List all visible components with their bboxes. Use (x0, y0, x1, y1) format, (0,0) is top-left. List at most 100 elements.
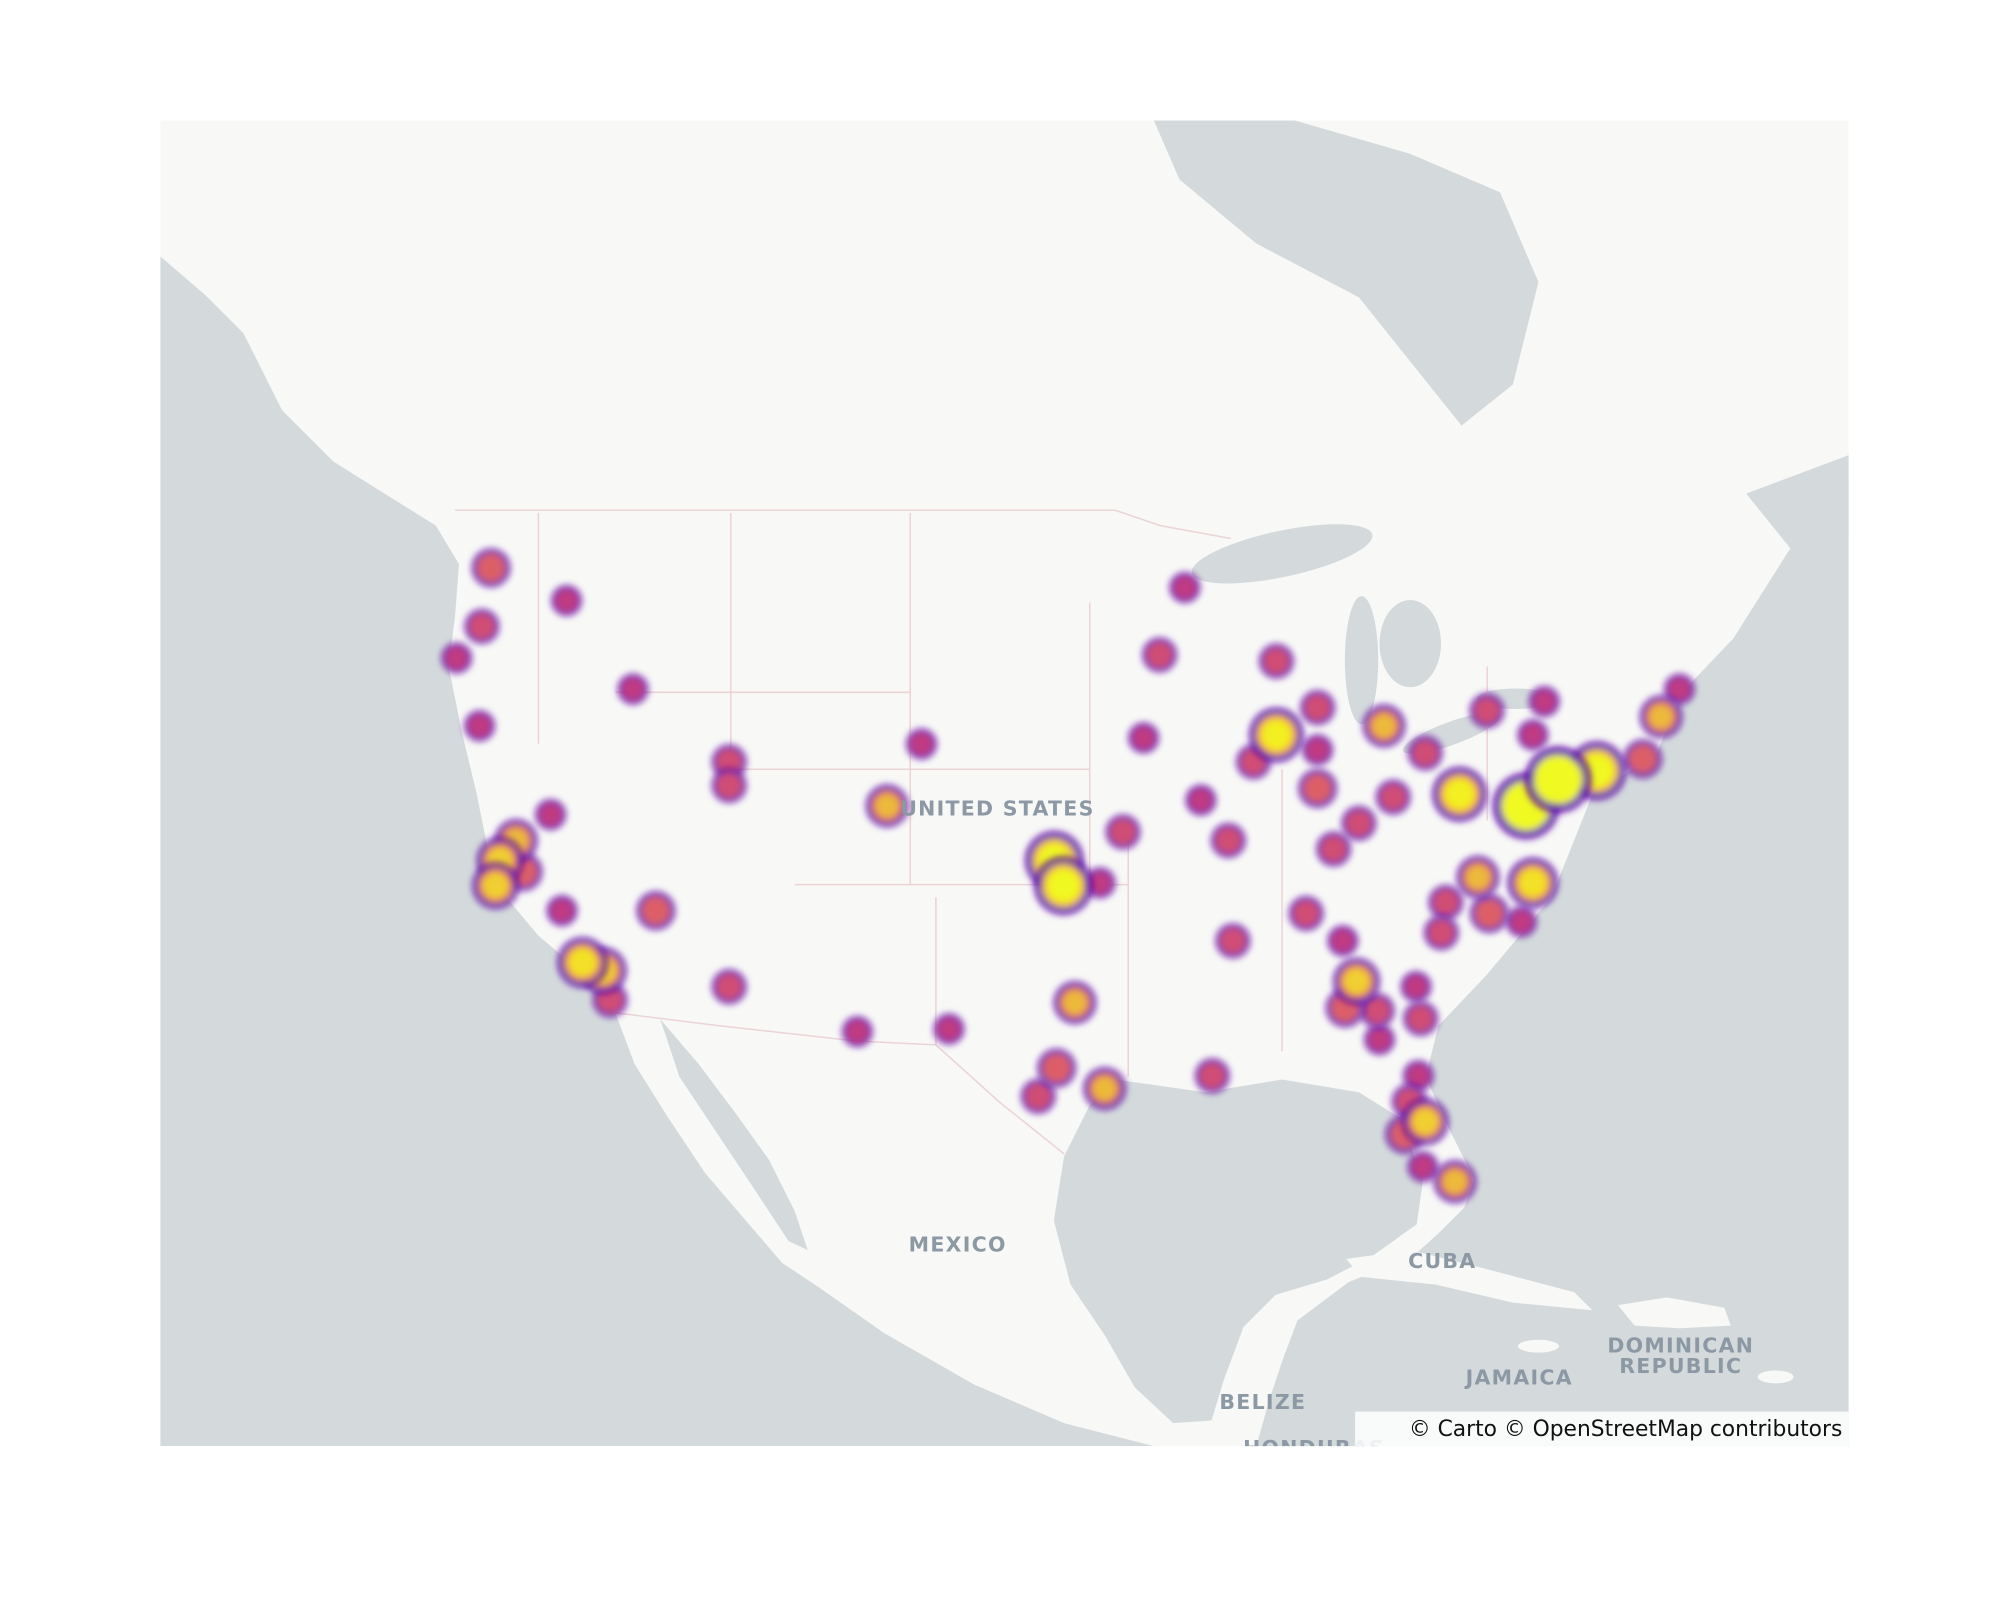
us-canada-border (455, 509, 1231, 540)
lake-huron (1379, 600, 1442, 688)
density-point (1316, 831, 1352, 867)
density-core (1173, 576, 1196, 599)
density-core (937, 1017, 961, 1041)
density-point (1528, 686, 1560, 717)
density-point (1469, 894, 1509, 933)
density-peak (1466, 865, 1490, 890)
density-point (933, 1013, 965, 1045)
density-point (1341, 805, 1377, 841)
density-point (1288, 896, 1324, 931)
country-label: MEXICO (909, 1232, 1007, 1256)
density-core (621, 678, 645, 701)
density-peak (1443, 1169, 1467, 1194)
hudson-bay (1153, 120, 1539, 426)
density-core (477, 553, 505, 582)
density-point (551, 585, 582, 616)
lake-michigan (1344, 596, 1379, 725)
density-point (1327, 925, 1359, 957)
density-point (1403, 1001, 1439, 1036)
density-core (716, 772, 742, 798)
density-point (546, 895, 578, 927)
density-core (550, 899, 574, 922)
density-core (1408, 1005, 1434, 1032)
density-peak (482, 872, 509, 899)
density-peak (1412, 1108, 1439, 1135)
country-label: HONDURAS (1243, 1436, 1385, 1460)
density-core (846, 1020, 869, 1043)
density-core (1305, 695, 1331, 721)
density-core (1533, 690, 1556, 713)
density-core (1428, 920, 1454, 946)
density-point (1456, 855, 1500, 899)
density-core (716, 749, 742, 775)
state-borders (537, 512, 1488, 1077)
density-point (1083, 1067, 1127, 1110)
density-core (1628, 744, 1657, 773)
density-point (441, 642, 473, 674)
density-core (468, 714, 491, 737)
density-core (1368, 1028, 1391, 1051)
density-point (1400, 971, 1432, 1003)
density-point (1364, 1024, 1395, 1055)
hispaniola (1617, 1297, 1731, 1329)
atlantic-ocean (1256, 474, 1849, 1447)
density-point (1053, 981, 1097, 1025)
puerto-rico (1757, 1370, 1794, 1384)
density-point (1469, 693, 1505, 729)
density-point (711, 768, 747, 803)
density-core (1215, 827, 1241, 853)
density-point (1375, 779, 1411, 815)
density-point (1084, 867, 1116, 899)
density-core (1042, 1054, 1071, 1082)
density-point (464, 608, 500, 644)
pacific-ocean (160, 256, 1154, 1447)
density-layer (441, 548, 1695, 1204)
density-peak (1539, 761, 1577, 798)
density-point (1407, 1151, 1439, 1183)
density-core (1346, 810, 1372, 836)
density-point (1037, 1048, 1076, 1088)
density-point (1664, 673, 1695, 705)
density-core (1364, 998, 1390, 1024)
density-point (1210, 823, 1246, 858)
density-point (1639, 695, 1683, 739)
density-point (1105, 814, 1141, 850)
density-point (1194, 1058, 1230, 1094)
density-core (910, 732, 933, 756)
density-point (906, 728, 937, 760)
density-core (1025, 1083, 1051, 1109)
density-point (1249, 707, 1304, 763)
density-core (1189, 789, 1212, 812)
density-point (535, 799, 566, 831)
country-label: REPUBLIC (1619, 1354, 1742, 1378)
density-point (617, 673, 649, 705)
density-peak (1063, 990, 1087, 1015)
density-point (1215, 923, 1251, 959)
density-peak (568, 948, 597, 977)
density-point (1333, 957, 1380, 1005)
density-point (1432, 766, 1487, 822)
density-core (641, 896, 670, 925)
density-point (1402, 1060, 1434, 1092)
density-point (1020, 1078, 1056, 1114)
density-core (1089, 871, 1112, 894)
density-core (1110, 819, 1136, 845)
density-peak (875, 794, 899, 818)
density-core (1510, 910, 1533, 933)
density-point (1517, 719, 1549, 751)
density-core (1521, 723, 1544, 747)
density-point (1169, 572, 1201, 603)
country-label: UNITED STATES (900, 796, 1094, 820)
country-label: CUBA (1408, 1249, 1476, 1273)
density-core (1303, 774, 1332, 803)
density-core (1433, 889, 1459, 915)
density-point (865, 784, 909, 828)
density-core (1474, 698, 1500, 724)
density-core (1293, 900, 1319, 926)
density-core (1411, 1155, 1435, 1178)
country-label: JAMAICA (1464, 1366, 1573, 1390)
gulf-of-mexico (1053, 1079, 1424, 1424)
density-peak (1372, 714, 1396, 738)
density-point (1142, 637, 1178, 673)
